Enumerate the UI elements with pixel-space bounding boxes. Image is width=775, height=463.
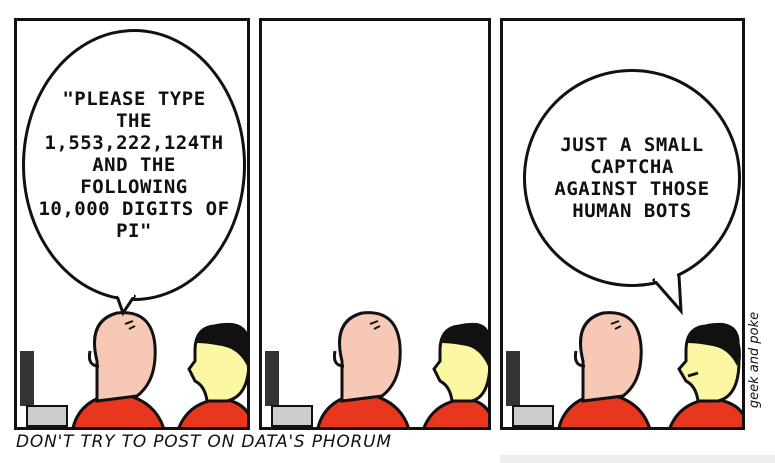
bald-man-figure: [71, 311, 165, 427]
dark-haired-man-figure: [668, 322, 742, 427]
speech-text-1: "PLEASE TYPE THE 1,553,222,124TH AND THE…: [38, 88, 230, 242]
bottom-strip: [500, 455, 775, 463]
comic-panel-2: [259, 18, 491, 430]
dark-haired-man-figure: [177, 322, 247, 427]
signature-text: geek and poke: [748, 312, 762, 408]
comic-panel-1: "PLEASE TYPE THE 1,553,222,124TH AND THE…: [14, 18, 250, 430]
computer-monitor-icon: [506, 351, 554, 427]
signature-area: geek and poke: [748, 312, 762, 408]
comic-panel-3: JUST A SMALL CAPTCHA AGAINST THOSE HUMAN…: [500, 18, 745, 430]
panel-3-artwork: [506, 311, 742, 427]
speech-bubble-3: JUST A SMALL CAPTCHA AGAINST THOSE HUMAN…: [523, 69, 741, 287]
panel-1-artwork: [20, 311, 247, 427]
comic-caption: DON'T TRY TO POST ON DATA'S PHORUM: [16, 432, 392, 452]
speech-text-3: JUST A SMALL CAPTCHA AGAINST THOSE HUMAN…: [554, 134, 710, 222]
dark-haired-man-figure: [422, 322, 488, 427]
computer-monitor-icon: [265, 351, 313, 427]
panel-2-artwork: [265, 311, 488, 427]
speech-bubble-1: "PLEASE TYPE THE 1,553,222,124TH AND THE…: [22, 29, 246, 301]
bald-man-figure: [316, 311, 410, 427]
bald-man-figure: [557, 311, 651, 427]
computer-monitor-icon: [20, 351, 68, 427]
